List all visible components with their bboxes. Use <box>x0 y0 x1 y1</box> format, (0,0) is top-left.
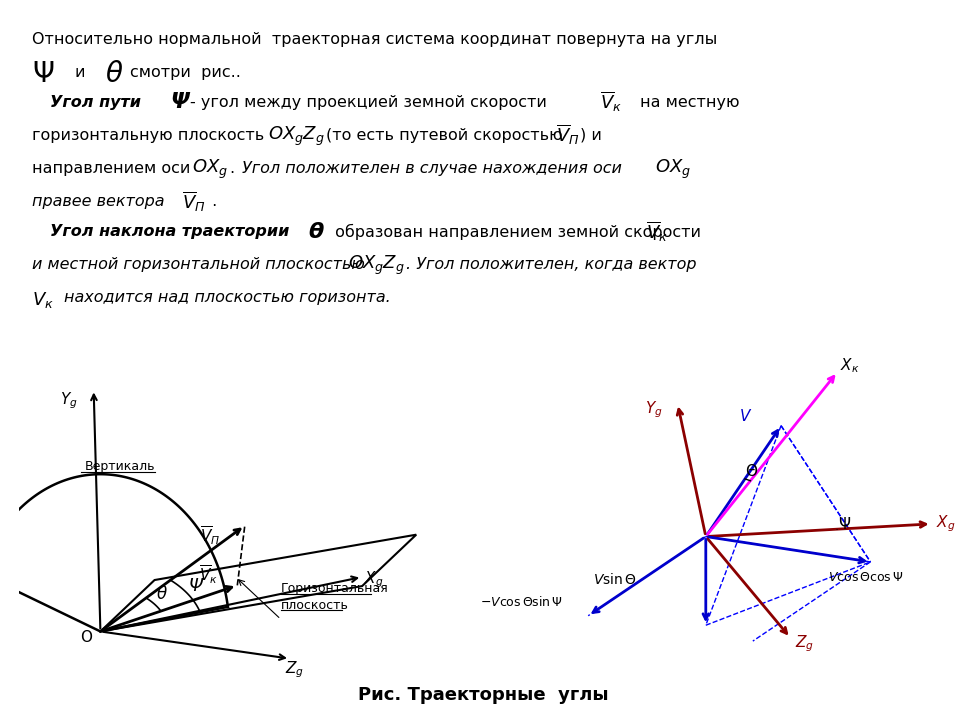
Text: смотри  рис..: смотри рис.. <box>130 65 241 80</box>
Text: $V\sin\Theta$: $V\sin\Theta$ <box>593 572 636 587</box>
Text: Ψ: Ψ <box>838 517 851 532</box>
Text: $Z_g$: $Z_g$ <box>285 660 304 680</box>
Text: $Z_g$: $Z_g$ <box>795 634 814 654</box>
Text: θ: θ <box>156 585 167 603</box>
Text: $V$: $V$ <box>739 408 752 424</box>
Text: .: . <box>207 194 217 209</box>
Text: Угол пути: Угол пути <box>50 95 141 110</box>
Text: $X_g$: $X_g$ <box>365 569 384 590</box>
Text: $OX_gZ_g$: $OX_gZ_g$ <box>268 125 324 148</box>
Text: правее вектора: правее вектора <box>32 194 164 209</box>
Text: $\overline{V}_к$: $\overline{V}_к$ <box>199 563 218 585</box>
Text: образован направлением земной скорости: образован направлением земной скорости <box>330 224 701 240</box>
Text: $X_g$: $X_g$ <box>936 513 956 534</box>
Text: $V_к$: $V_к$ <box>32 290 54 310</box>
Text: $\overline{V}_П$: $\overline{V}_П$ <box>200 524 220 547</box>
Text: $V\cos\Theta\cos\Psi$: $V\cos\Theta\cos\Psi$ <box>828 571 903 584</box>
Text: находится над плоскостью горизонта.: находится над плоскостью горизонта. <box>64 290 391 305</box>
Text: (то есть путевой скоростью: (то есть путевой скоростью <box>326 128 563 143</box>
Text: $\overline{V}_П$: $\overline{V}_П$ <box>556 123 580 148</box>
Text: Горизонтальная: Горизонтальная <box>281 582 389 595</box>
Text: $\overline{V}_к$: $\overline{V}_к$ <box>646 220 668 245</box>
Text: $OX_gZ_g$: $OX_gZ_g$ <box>348 254 405 277</box>
Text: $-V\cos\Theta\sin\Psi$: $-V\cos\Theta\sin\Psi$ <box>480 595 563 609</box>
Text: θ: θ <box>308 222 324 242</box>
Text: Рис. Траекторные  углы: Рис. Траекторные углы <box>358 686 609 704</box>
Polygon shape <box>101 535 417 631</box>
Text: Относительно нормальной  траекторная система координат повернута на углы: Относительно нормальной траекторная сист… <box>32 32 717 47</box>
Text: ) и: ) и <box>580 128 602 143</box>
Text: . Угол положителен, когда вектор: . Угол положителен, когда вектор <box>406 257 697 272</box>
Text: .: . <box>230 161 240 176</box>
Text: Вертикаль: Вертикаль <box>84 460 156 474</box>
Text: $\overline{V}_к$: $\overline{V}_к$ <box>600 90 622 114</box>
Text: Угол положителен в случае нахождения оси: Угол положителен в случае нахождения оси <box>242 161 622 176</box>
Text: O: O <box>80 630 92 645</box>
Text: $\overline{V}_П$: $\overline{V}_П$ <box>182 190 205 215</box>
Text: $Y_g$: $Y_g$ <box>645 399 662 420</box>
Text: Угол наклона траектории: Угол наклона траектории <box>50 224 289 239</box>
Text: θ: θ <box>105 60 122 88</box>
Text: и: и <box>75 65 85 80</box>
Text: на местную: на местную <box>640 95 739 110</box>
Text: направлением оси: направлением оси <box>32 161 190 176</box>
Text: Ψ: Ψ <box>188 577 203 595</box>
Text: плоскость: плоскость <box>281 599 348 612</box>
Text: $Y_g$: $Y_g$ <box>60 391 78 411</box>
Text: - угол между проекцией земной скорости: - угол между проекцией земной скорости <box>190 95 547 110</box>
Text: $X_к$: $X_к$ <box>840 356 859 375</box>
Text: и местной горизонтальной плоскостью: и местной горизонтальной плоскостью <box>32 257 365 272</box>
Text: горизонтальную плоскость: горизонтальную плоскость <box>32 128 264 143</box>
Text: $OX_g$: $OX_g$ <box>655 158 691 181</box>
Text: Θ: Θ <box>745 464 756 479</box>
Text: Ψ: Ψ <box>170 92 189 112</box>
Text: Ψ: Ψ <box>32 60 54 88</box>
Text: $OX_g$: $OX_g$ <box>192 158 228 181</box>
